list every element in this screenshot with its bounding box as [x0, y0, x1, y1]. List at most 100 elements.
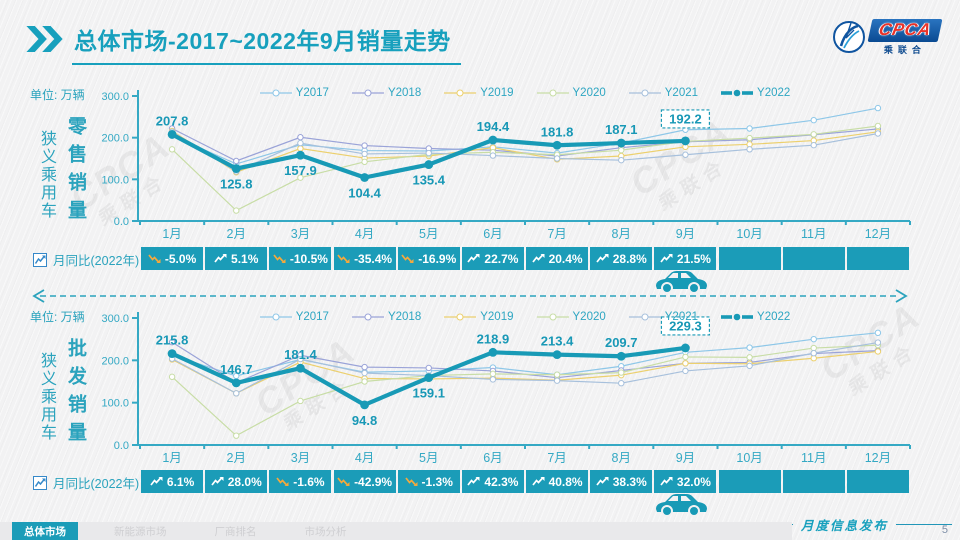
trend-down-icon: [148, 254, 161, 264]
svg-text:207.8: 207.8: [156, 113, 189, 128]
footer-tab-1[interactable]: 总体市场: [12, 522, 78, 540]
legend-item-Y2018: Y2018: [351, 311, 421, 323]
svg-text:4月: 4月: [355, 451, 374, 465]
legend-wholesale: Y2017 Y2018 Y2019 Y2020 Y2021 Y2022: [140, 310, 910, 324]
legend-item-Y2021: Y2021: [628, 87, 698, 99]
svg-text:209.7: 209.7: [605, 335, 638, 350]
svg-text:135.4: 135.4: [412, 173, 445, 188]
yoy-cell-2月: 28.0%: [205, 470, 268, 493]
yoy-value: 28.0%: [227, 474, 262, 489]
yoy-cell-5月: -1.3%: [397, 470, 460, 493]
svg-text:7月: 7月: [547, 227, 566, 241]
yoy-cell-12月: [846, 247, 909, 270]
header: 总体市场-2017~2022年9月销量走势 CPCA 乘联合: [26, 18, 946, 72]
svg-text:7月: 7月: [547, 451, 566, 465]
legend-label: Y2019: [480, 87, 514, 99]
svg-text:8月: 8月: [612, 451, 631, 465]
yoy-cell-1月: -5.0%: [141, 247, 204, 270]
legend-item-Y2021: Y2021: [628, 311, 699, 323]
svg-text:10月: 10月: [736, 227, 762, 241]
svg-text:3月: 3月: [291, 227, 310, 241]
legend-label: Y2022: [757, 311, 791, 323]
legend-item-Y2020: Y2020: [536, 87, 606, 99]
yoy-value: -42.9%: [354, 474, 393, 489]
cpca-logo: CPCA 乘联合: [831, 18, 943, 56]
footer-tab-2[interactable]: 新能源市场: [114, 525, 167, 538]
legend-label: Y2020: [572, 311, 606, 323]
trend-up-icon: [660, 476, 673, 486]
svg-text:194.4: 194.4: [477, 119, 510, 134]
svg-text:100.0: 100.0: [101, 398, 129, 410]
yoy-value: -35.4%: [354, 251, 393, 266]
yoy-value: -10.5%: [289, 251, 328, 266]
trend-down-icon: [276, 477, 289, 487]
legend-item-Y2020: Y2020: [536, 311, 606, 323]
svg-text:159.1: 159.1: [412, 386, 445, 401]
yoy-value: 38.3%: [612, 474, 647, 489]
svg-text:0.0: 0.0: [114, 440, 129, 452]
yoy-value: 21.5%: [676, 251, 711, 266]
trend-up-icon: [150, 476, 163, 486]
yoy-value: 42.3%: [484, 474, 519, 489]
yoy-value: 5.1%: [231, 251, 259, 266]
watermark: CPCA 乘联合: [250, 327, 361, 436]
trend-up-icon: [660, 253, 673, 263]
yoy-value: 40.8%: [548, 474, 583, 489]
svg-text:104.4: 104.4: [348, 186, 381, 201]
yoy-cell-1月: 6.1%: [141, 470, 204, 493]
logo-text: CPCA: [877, 19, 934, 39]
legend-item-Y2019: Y2019: [444, 87, 514, 99]
yoy-cell-10月: [718, 470, 781, 493]
svg-text:10月: 10月: [736, 451, 762, 465]
yoy-cell-3月: -10.5%: [269, 247, 332, 270]
yoy-value: 28.8%: [612, 251, 647, 266]
trend-up-icon: [531, 476, 545, 486]
trend-down-icon: [404, 477, 418, 487]
yoy-cell-10月: [718, 247, 781, 270]
yoy-value: -1.6%: [293, 474, 325, 489]
yoy-row-retail: 月同比(2022年) -5.0% 5.1% -10.5% -35.4% -16.9% 22…: [0, 247, 960, 270]
metric-label-retail: 零售销量: [65, 116, 86, 228]
metric-label-wholesale: 批发销量: [65, 338, 86, 450]
trend-down-icon: [273, 254, 286, 264]
footer-tab-4[interactable]: 市场分析: [304, 525, 347, 538]
svg-text:11月: 11月: [801, 451, 826, 465]
yoy-cell-11月: [782, 470, 845, 493]
svg-text:146.7: 146.7: [220, 362, 253, 377]
svg-text:3月: 3月: [291, 451, 310, 465]
yoy-cell-3月: -1.6%: [269, 470, 332, 493]
trend-up-icon: [596, 253, 609, 263]
legend-label: Y2021: [664, 311, 699, 323]
svg-text:200.0: 200.0: [101, 355, 129, 367]
logo-subtext: 乘联合: [883, 44, 926, 55]
footer-rule-right: [896, 524, 952, 525]
yoy-cell-2月: 5.1%: [205, 247, 268, 270]
footer-tab-3[interactable]: 厂商排名: [214, 525, 257, 538]
unit-label-retail: 单位: 万辆: [30, 88, 85, 102]
svg-text:5月: 5月: [419, 451, 438, 465]
svg-text:8月: 8月: [612, 227, 631, 241]
legend-item-Y2017: Y2017: [259, 311, 329, 323]
yoy-cell-8月: 28.8%: [590, 247, 653, 270]
legend-label: Y2017: [295, 311, 329, 323]
yoy-cell-7月: 40.8%: [526, 470, 589, 493]
legend-item-Y2022: Y2022: [721, 311, 790, 323]
trend-up-icon: [211, 476, 224, 486]
yoy-value: 6.1%: [166, 474, 195, 489]
svg-text:125.8: 125.8: [220, 177, 253, 192]
svg-text:5月: 5月: [419, 227, 438, 241]
legend-label: Y2019: [480, 311, 514, 323]
yoy-value: -5.0%: [164, 251, 197, 266]
svg-text:6月: 6月: [483, 227, 502, 241]
svg-text:94.8: 94.8: [352, 413, 377, 428]
page-number: 5: [941, 524, 948, 536]
wholesale-chart: 0.0 100.0 200.0 300.0 1月 2月 3月 4月 5月 6月 7月 8月 9月 10月 1…: [101, 312, 911, 465]
trend-down-icon: [401, 254, 414, 264]
yoy-cell-6月: 42.3%: [461, 470, 524, 493]
title-suffix: -2017~2022年9月销量走势: [168, 28, 451, 54]
yoy-row-wholesale: 月同比(2022年) 6.1% 28.0% -1.6% -42.9% -1.3% 42.3…: [0, 470, 960, 493]
yoy-value: -16.9%: [418, 251, 457, 266]
svg-text:1月: 1月: [162, 227, 181, 241]
